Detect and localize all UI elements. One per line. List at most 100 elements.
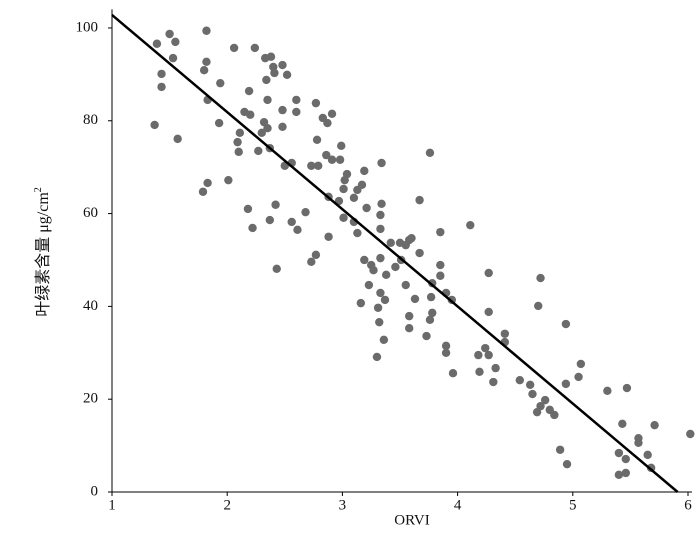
point (441, 341, 451, 351)
point (157, 82, 166, 92)
point (360, 166, 369, 176)
point (293, 225, 302, 235)
point (157, 69, 166, 79)
point (254, 146, 263, 156)
point (357, 180, 367, 190)
point (244, 86, 254, 96)
x-tick-label: 3 (339, 497, 347, 513)
point (555, 445, 565, 454)
point (377, 158, 386, 168)
point (484, 307, 493, 317)
point (650, 420, 659, 430)
point (335, 155, 345, 164)
y-axis-label-sup: 2 (33, 187, 44, 192)
point (379, 335, 389, 344)
point (292, 107, 301, 117)
point (353, 228, 362, 238)
point (263, 95, 272, 105)
point (375, 317, 384, 327)
point (342, 169, 352, 179)
point (250, 43, 260, 53)
point (233, 137, 242, 147)
point (401, 280, 410, 290)
point (248, 223, 257, 233)
point (270, 68, 279, 78)
x-tick-label: 4 (454, 497, 462, 513)
point (265, 215, 275, 225)
x-tick-label: 5 (569, 497, 577, 513)
point (234, 147, 243, 157)
point (540, 395, 550, 405)
point (515, 375, 525, 385)
y-tick-label: 40 (83, 298, 98, 314)
point (622, 383, 632, 393)
point (634, 438, 643, 448)
point (322, 150, 331, 160)
x-axis-label: ORVI (394, 512, 429, 528)
y-tick-label: 60 (83, 205, 98, 221)
point (428, 308, 437, 318)
point (562, 459, 572, 469)
point (235, 128, 245, 138)
point (243, 204, 253, 214)
y-axis-label-main: 叶绿素含量 μg/cm (34, 192, 52, 317)
point (407, 233, 416, 243)
point (323, 118, 332, 128)
point (415, 195, 424, 205)
point (643, 450, 652, 460)
point (224, 175, 233, 185)
point (314, 161, 323, 170)
fit-line (111, 14, 679, 493)
point (621, 454, 630, 464)
point (278, 105, 287, 115)
point (364, 280, 374, 290)
point (481, 343, 490, 353)
point (550, 410, 559, 420)
point (301, 207, 310, 217)
point (171, 37, 180, 47)
point (369, 265, 378, 275)
point (466, 220, 475, 230)
point (339, 184, 348, 194)
point (287, 217, 296, 227)
point (198, 187, 208, 196)
point (362, 203, 371, 213)
y-tick-label: 0 (91, 483, 99, 499)
point (292, 95, 301, 105)
point (376, 288, 385, 298)
point (311, 98, 321, 108)
point (614, 470, 624, 480)
point (168, 53, 178, 63)
point (686, 429, 695, 439)
point (271, 200, 280, 209)
point (441, 348, 451, 357)
point (576, 359, 586, 369)
point (272, 264, 281, 273)
point (199, 65, 209, 75)
point (425, 315, 435, 325)
point (500, 329, 510, 338)
point (173, 134, 182, 144)
point (618, 419, 627, 428)
point (202, 26, 211, 35)
point (214, 118, 224, 128)
point (377, 199, 386, 209)
point (621, 468, 630, 478)
y-axis-label: 叶绿素含量 μg/cm2 (33, 187, 52, 317)
point (536, 401, 545, 411)
point (536, 273, 545, 283)
point (282, 70, 292, 80)
point (257, 128, 266, 138)
point (360, 255, 369, 265)
y-tick-label: 80 (83, 112, 98, 128)
point (448, 369, 458, 378)
point (229, 43, 239, 53)
point (405, 311, 414, 321)
point (373, 303, 383, 312)
point (216, 78, 225, 88)
point (165, 29, 174, 39)
point (266, 52, 276, 61)
point (337, 141, 346, 151)
point (603, 386, 612, 396)
point (381, 270, 391, 280)
